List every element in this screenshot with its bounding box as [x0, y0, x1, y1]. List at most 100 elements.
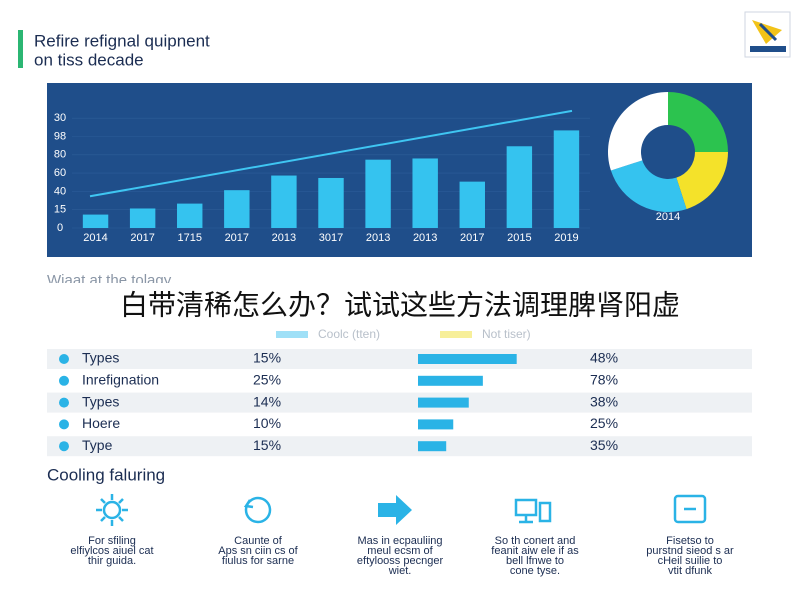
title-line: Refire refignal quipnent	[34, 31, 210, 50]
x-tick-label: 2019	[554, 232, 578, 244]
legend-swatch	[276, 331, 308, 338]
feature-caption: thir guida.	[88, 555, 136, 567]
cycle-icon	[243, 496, 272, 524]
title-line: on tiss decade	[34, 50, 144, 69]
row-name: Types	[82, 393, 119, 409]
donut-slice	[610, 160, 687, 212]
row-bg	[47, 349, 752, 369]
feature-caption: For sfiling	[88, 535, 136, 547]
feature-caption: Aps sn ciin cs of	[218, 545, 298, 557]
x-tick-label: 2017	[225, 232, 249, 244]
row-bg	[47, 370, 752, 391]
bar	[506, 146, 533, 228]
row-dot	[59, 419, 69, 430]
arrow-icon	[378, 495, 412, 525]
row-bar	[418, 441, 447, 452]
row-result: 35%	[590, 437, 618, 453]
feature-caption: meul ecsm of	[367, 545, 433, 557]
trend-line	[89, 109, 573, 198]
row-name: Types	[82, 350, 119, 366]
row-name: Type	[82, 437, 113, 453]
row-result: 38%	[590, 393, 618, 409]
row-bar	[418, 375, 483, 386]
x-tick-label: 2013	[272, 232, 296, 244]
y-tick-label: 30	[54, 112, 66, 124]
row-dot	[59, 354, 69, 364]
sun-icon	[96, 494, 128, 526]
section-title: Cooling faluring	[47, 465, 165, 484]
feature-caption: So th conert and	[495, 535, 576, 547]
donut-label: 2014	[656, 211, 680, 223]
y-tick-label: 15	[54, 204, 66, 216]
y-tick-label: 80	[54, 149, 66, 161]
table: Types 15% 48% Inrefignation 25% 78% Types 14% 38…	[47, 349, 752, 457]
bar	[271, 175, 297, 228]
row-bar	[418, 419, 454, 430]
icons	[96, 494, 707, 526]
bar	[459, 181, 485, 228]
donut-slice	[676, 152, 728, 210]
y-tick-label: 40	[54, 185, 66, 197]
feature-caption: purstnd sieod s ar	[646, 545, 734, 557]
caption: 白带清稀怎么办？试试这些方法调理脾肾阳虚	[120, 284, 680, 324]
legend-label: Not tiser)	[482, 327, 531, 341]
device-icon	[673, 494, 707, 524]
feature-caption: cone tyse.	[510, 565, 560, 577]
row-bar	[418, 354, 517, 364]
feature-caption: elfiylcos aiuel cat	[70, 545, 153, 557]
bar	[224, 190, 250, 228]
row-share: 14%	[253, 393, 281, 409]
feature-caption: cHeil suilie to	[658, 555, 723, 567]
row-name: Inrefignation	[82, 372, 159, 388]
feature-caption: wiet.	[388, 565, 412, 577]
accent-bar	[18, 30, 23, 68]
x-tick-label: 3017	[319, 232, 343, 244]
feature-caption: Fisetso to	[666, 535, 714, 547]
bar	[553, 130, 580, 228]
row-share: 15%	[253, 437, 281, 453]
bar	[177, 203, 203, 228]
feature-caption: fiulus for sarne	[222, 555, 294, 567]
x-tick-label: 2015	[507, 232, 531, 244]
row-bar	[418, 397, 469, 408]
logo	[744, 11, 791, 58]
x-tick-label: 2014	[83, 232, 107, 244]
legend: Coolc (tten) Not tiser)	[276, 327, 531, 341]
chart: 0 15 40 60 80 98 30 2014 2017 1715 2017 2013 3017 201…	[54, 109, 590, 244]
bar	[365, 159, 391, 228]
caption-band	[0, 283, 800, 330]
row-share: 25%	[253, 372, 281, 388]
x-tick-label: 2017	[460, 232, 484, 244]
y-tick-label: 98	[54, 130, 66, 142]
x-tick-label: 2013	[413, 232, 437, 244]
row-share: 10%	[253, 415, 281, 431]
row-bg	[47, 414, 752, 435]
row-dot	[59, 375, 69, 386]
x-tick-label: 2017	[130, 232, 154, 244]
feature-caption: bell lfnwe to	[506, 555, 564, 567]
bar	[129, 208, 156, 228]
donut-slice	[668, 92, 728, 152]
row-dot	[59, 397, 69, 408]
feature-caption: Caunte of	[234, 535, 283, 547]
legend-swatch	[440, 331, 472, 338]
donut-chart	[607, 92, 728, 212]
feature-caption: feanit aiw ele if as	[491, 545, 579, 557]
row-name: Hoere	[82, 415, 120, 431]
feature-caption: eftylooss pecnger	[357, 555, 444, 567]
row-result: 25%	[590, 415, 618, 431]
bar	[412, 158, 438, 228]
y-tick-label: 0	[57, 222, 63, 234]
row-result: 78%	[590, 372, 618, 388]
feature-caption: Mas in ecpauliing	[358, 535, 443, 547]
x-tick-label: 2013	[366, 232, 390, 244]
row-share: 15%	[253, 350, 281, 366]
row-bg	[47, 392, 752, 413]
y-tick-label: 60	[54, 167, 66, 179]
feature-caption: vtit dfunk	[668, 565, 713, 577]
bar	[82, 214, 109, 228]
monitor-icon	[514, 498, 552, 524]
bar	[318, 177, 344, 228]
